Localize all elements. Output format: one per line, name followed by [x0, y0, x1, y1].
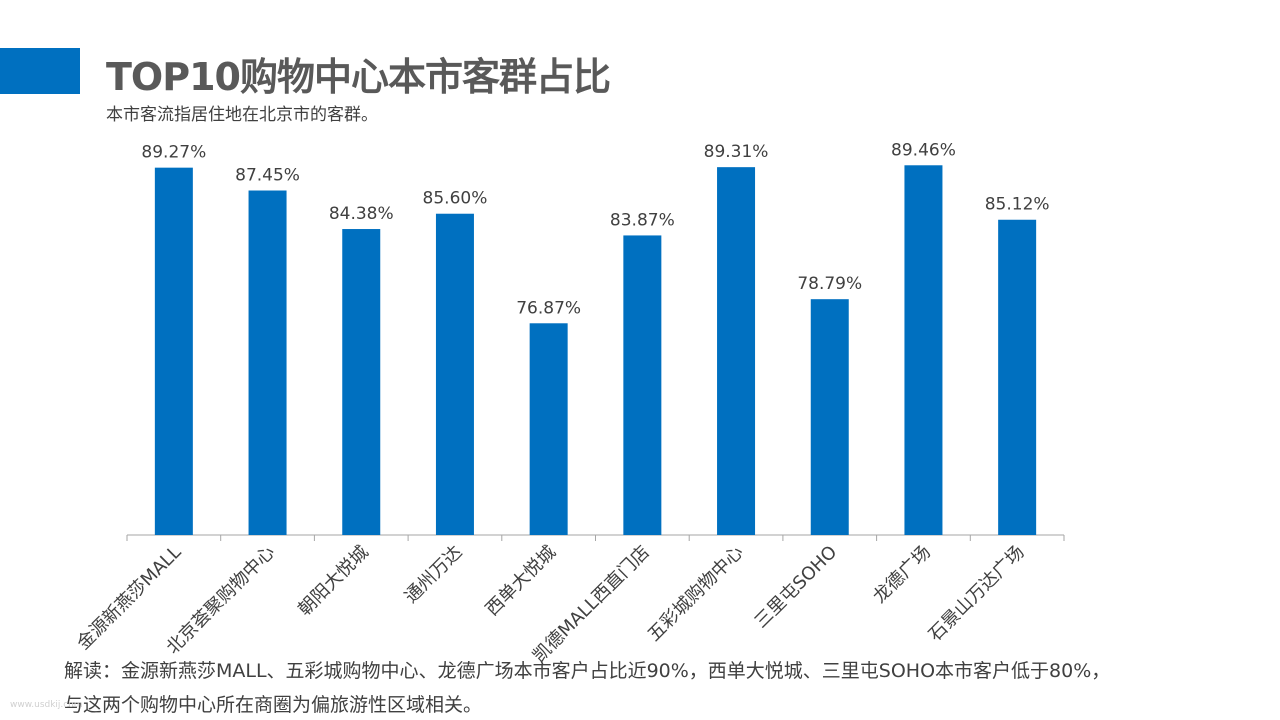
bar: [623, 235, 662, 535]
bar: [435, 213, 474, 535]
bar: [717, 167, 756, 536]
watermark: www.usdkij.com: [10, 700, 83, 710]
category-label: 龙德广场: [869, 542, 935, 608]
category-label: 三里屯SOHO: [751, 542, 842, 633]
data-label: 89.46%: [891, 140, 956, 160]
interpretation-line-1: 解读：金源新燕莎MALL、五彩城购物中心、龙德广场本市客户占比近90%，西单大悦…: [64, 660, 1111, 682]
bar: [529, 323, 568, 535]
data-label: 78.79%: [797, 274, 862, 294]
page-title: TOP10购物中心本市客群占比: [106, 55, 611, 99]
bar: [904, 165, 943, 536]
data-label: 89.31%: [704, 142, 769, 162]
category-label: 西单大悦城: [482, 542, 560, 620]
data-label: 85.12%: [985, 195, 1050, 215]
data-label: 76.87%: [516, 298, 581, 318]
accent-bar: [0, 48, 80, 94]
bar: [810, 299, 849, 535]
page-subtitle: 本市客流指居住地在北京市的客群。: [106, 105, 378, 125]
bar: [998, 219, 1037, 535]
data-label: 85.60%: [423, 189, 488, 209]
bar: [342, 229, 381, 535]
bar: [154, 167, 193, 535]
category-label: 五彩城购物中心: [644, 542, 748, 646]
category-label: 朝阳大悦城: [294, 542, 372, 620]
category-label: 石景山万达广场: [925, 542, 1029, 646]
category-label: 通州万达: [401, 542, 467, 608]
interpretation-line-2: 与这两个购物中心所在商圈为偏旅游性区域相关。: [64, 694, 483, 716]
data-label: 89.27%: [141, 143, 206, 163]
data-label: 84.38%: [329, 204, 394, 224]
bar: [248, 190, 287, 535]
data-label: 83.87%: [610, 210, 675, 230]
data-label: 87.45%: [235, 166, 300, 186]
